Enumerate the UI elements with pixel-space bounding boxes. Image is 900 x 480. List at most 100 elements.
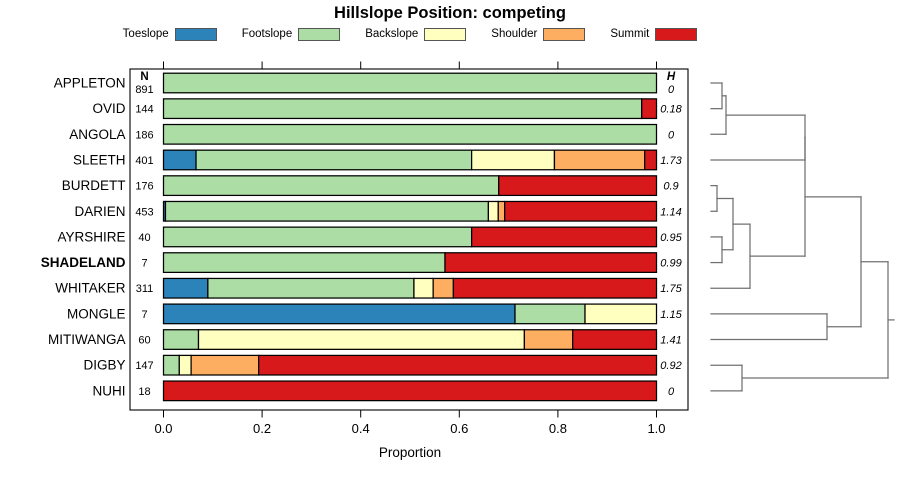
- legend-item-backslope: Backslope: [365, 27, 467, 41]
- n-value-sleeth: 401: [135, 155, 153, 167]
- legend-label: Toeslope: [122, 28, 169, 40]
- bar-segment-angola-footslope: [162, 123, 658, 145]
- legend-item-toeslope: Toeslope: [122, 27, 217, 41]
- legend-swatch-toeslope: [174, 27, 217, 41]
- row-label-digby: DIGBY: [83, 358, 125, 373]
- bar-segment-burdett-summit: [498, 175, 658, 197]
- row-label-ayrshire: AYRSHIRE: [57, 229, 125, 244]
- row-label-ovid: OVID: [92, 101, 125, 116]
- x-axis-tick-label: 0.6: [450, 421, 468, 436]
- h-value-darien: 1.14: [660, 206, 681, 218]
- legend-item-footslope: Footslope: [241, 27, 341, 41]
- row-label-nuhi: NUHI: [93, 383, 126, 398]
- h-value-nuhi: 0: [668, 386, 675, 398]
- row-label-angola: ANGOLA: [69, 127, 125, 142]
- legend-swatch-backslope: [424, 27, 467, 41]
- row-label-shadeland: SHADELAND: [41, 255, 126, 270]
- row-label-sleeth: SLEETH: [73, 152, 126, 167]
- bar-segment-ayrshire-summit: [471, 226, 658, 248]
- n-value-ovid: 144: [135, 104, 153, 116]
- bar-segment-darien-shoulder: [497, 200, 506, 222]
- n-value-nuhi: 18: [138, 386, 150, 398]
- bar-segment-shadeland-summit: [444, 252, 658, 274]
- bar-segment-whitaker-footslope: [207, 277, 415, 299]
- legend-label: Shoulder: [491, 28, 538, 40]
- n-value-mongle: 7: [141, 309, 147, 321]
- h-value-burdett: 0.9: [663, 181, 678, 193]
- h-value-sleeth: 1.73: [660, 155, 682, 167]
- n-value-appleton: 891: [135, 84, 153, 96]
- x-axis-tick-label: 0.8: [549, 421, 567, 436]
- bar-segment-darien-footslope: [164, 200, 490, 222]
- x-axis-tick-label: 1.0: [647, 421, 665, 436]
- bar-segment-sleeth-footslope: [195, 149, 473, 171]
- bar-segment-mongle-footslope: [514, 303, 586, 325]
- legend: Toeslope Footslope Backslope Shoulder Summit: [0, 26, 820, 42]
- row-label-darien: DARIEN: [74, 204, 125, 219]
- h-value-whitaker: 1.75: [660, 283, 682, 295]
- bar-segment-digby-footslope: [162, 354, 180, 376]
- bar-segment-whitaker-toeslope: [162, 277, 209, 299]
- legend-swatch-shoulder: [543, 27, 586, 41]
- legend-label: Summit: [610, 28, 650, 40]
- h-value-digby: 0.92: [660, 360, 681, 372]
- h-value-mitiwanga: 1.41: [660, 335, 681, 347]
- n-value-burdett: 176: [135, 181, 153, 193]
- bar-segment-nuhi-summit: [162, 380, 658, 402]
- bar-segment-mitiwanga-summit: [572, 329, 658, 350]
- row-label-mongle: MONGLE: [67, 306, 126, 321]
- bar-segment-sleeth-shoulder: [553, 149, 646, 171]
- n-value-shadeland: 7: [141, 258, 147, 270]
- row-label-burdett: BURDETT: [62, 178, 126, 193]
- x-axis-title: Proportion: [379, 445, 441, 460]
- bar-segment-whitaker-summit: [452, 277, 658, 299]
- n-value-whitaker: 311: [136, 283, 154, 295]
- h-value-mongle: 1.15: [660, 309, 682, 321]
- h-column-header: H: [667, 71, 676, 83]
- bar-segment-ovid-footslope: [162, 98, 643, 120]
- plot-frame: [129, 68, 689, 411]
- chart-title: Hillslope Position: competing: [334, 4, 566, 22]
- bar-segment-darien-summit: [504, 200, 658, 222]
- n-value-ayrshire: 40: [138, 232, 150, 244]
- h-value-shadeland: 0.99: [660, 258, 681, 270]
- bar-segment-sleeth-backslope: [471, 149, 556, 171]
- x-axis-tick-label: 0.0: [154, 421, 172, 436]
- bar-segment-sleeth-summit: [644, 149, 658, 171]
- bar-segment-digby-shoulder: [190, 354, 260, 376]
- legend-item-summit: Summit: [610, 27, 698, 41]
- legend-item-shoulder: Shoulder: [491, 27, 586, 41]
- bar-segment-digby-summit: [258, 354, 658, 376]
- row-label-mitiwanga: MITIWANGA: [48, 332, 126, 347]
- bar-segment-appleton-footslope: [162, 72, 658, 94]
- legend-label: Footslope: [241, 28, 293, 40]
- x-axis-tick-label: 0.4: [352, 421, 370, 436]
- bar-segment-mitiwanga-shoulder: [523, 329, 574, 350]
- row-label-appleton: APPLETON: [54, 76, 126, 91]
- row-label-whitaker: WHITAKER: [55, 281, 125, 296]
- x-axis-tick-label: 0.2: [253, 421, 271, 436]
- bar-segment-sleeth-toeslope: [162, 149, 197, 171]
- n-value-darien: 453: [135, 206, 153, 218]
- legend-swatch-summit: [655, 27, 698, 41]
- bar-segment-darien-backslope: [487, 200, 499, 222]
- bar-segment-whitaker-backslope: [413, 277, 434, 299]
- bar-segment-whitaker-shoulder: [432, 277, 455, 299]
- bar-segment-burdett-footslope: [162, 175, 500, 197]
- legend-label: Backslope: [365, 28, 419, 40]
- h-value-ovid: 0.18: [660, 104, 682, 116]
- bar-segment-mongle-toeslope: [162, 303, 516, 325]
- bar-segment-ayrshire-footslope: [162, 226, 473, 248]
- bar-segment-mitiwanga-backslope: [197, 329, 526, 350]
- h-value-appleton: 0: [668, 84, 675, 96]
- n-value-angola: 186: [135, 129, 153, 141]
- legend-swatch-footslope: [298, 27, 341, 41]
- bar-segment-mitiwanga-footslope: [162, 329, 200, 350]
- n-column-header: N: [140, 71, 148, 83]
- bar-segment-shadeland-footslope: [162, 252, 446, 274]
- n-value-mitiwanga: 60: [138, 335, 150, 347]
- h-value-ayrshire: 0.95: [660, 232, 682, 244]
- n-value-digby: 147: [135, 360, 153, 372]
- bar-segment-mongle-backslope: [584, 303, 658, 325]
